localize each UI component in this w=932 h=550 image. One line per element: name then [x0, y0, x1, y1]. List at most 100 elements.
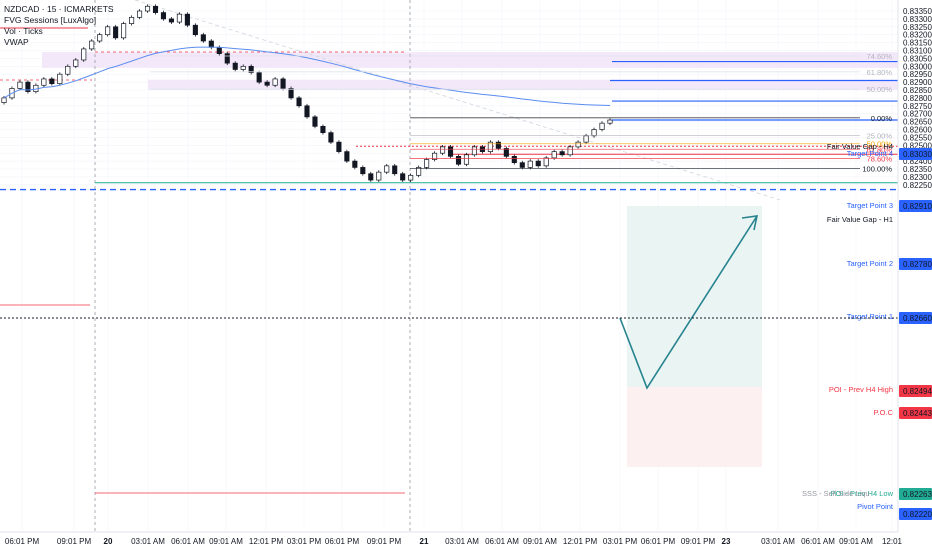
chart-annotation: Target Point 2 [847, 259, 893, 268]
y-tick-label: 0.82750 [903, 102, 932, 111]
ssl-annotation: SSS - Sell Side Liqu [802, 489, 870, 498]
candle-body [432, 152, 438, 160]
grid-lines [0, 0, 898, 532]
price-tag-label: 0.83030 [903, 150, 932, 159]
x-tick-label: 03:01 AM [131, 537, 165, 546]
candle-body [511, 156, 517, 164]
x-tick-label: 09:01 PM [57, 537, 92, 546]
projection-box [627, 206, 762, 467]
candle-body [272, 78, 278, 86]
candle-body [1, 97, 7, 103]
trend-line-dashed [134, 0, 781, 201]
candle-body [400, 173, 406, 181]
y-tick-label: 0.83150 [903, 39, 932, 48]
fib-label: 100.00% [862, 165, 892, 174]
fvg-zone-h1 [148, 79, 898, 90]
candle-body [176, 13, 182, 23]
x-tick-label: 21 [420, 537, 429, 546]
x-tick-label: 12:01 PM [249, 537, 284, 546]
chart-annotation: POI - Prev H4 High [829, 385, 893, 394]
price-tag-label: 0.82443 [903, 409, 932, 418]
chart-annotation: Fair Value Gap - H1 [827, 215, 893, 224]
candle-body [304, 105, 310, 118]
candle-body [424, 159, 430, 168]
candle-body [384, 165, 390, 173]
fvg-zone-h4 [42, 52, 898, 68]
price-tag-label: 0.82494 [903, 387, 932, 396]
price-tag [899, 312, 932, 324]
chart-annotation: P.O.C [874, 408, 894, 417]
price-tag-label: 0.82910 [903, 202, 932, 211]
y-tick-label: 0.82900 [903, 78, 932, 87]
candle-body [41, 78, 47, 86]
candle-body [599, 122, 605, 130]
x-tick-label: 03:01 PM [287, 537, 322, 546]
price-tag [899, 148, 932, 160]
price-tag [899, 407, 932, 419]
x-tick-label: 06:01 PM [641, 537, 676, 546]
y-tick-label: 0.82850 [903, 86, 932, 95]
legend-indicator-vol: Vol · Ticks [4, 26, 43, 36]
candle-body [248, 65, 254, 73]
chart-annotation: POI - Prev H4 Low [830, 489, 893, 498]
price-tag-label: 0.82220 [903, 510, 932, 519]
fib-label: 0.00% [871, 114, 893, 123]
x-tick-label: 06:01 PM [325, 537, 360, 546]
fib-label: 61.80% [867, 145, 893, 154]
y-tick-label: 0.82250 [903, 181, 932, 190]
price-tag [899, 200, 932, 212]
candle-body [543, 157, 549, 167]
y-tick-label: 0.83000 [903, 62, 932, 71]
y-tick-label: 0.82500 [903, 141, 932, 150]
y-tick-label: 0.82300 [903, 173, 932, 182]
chart-annotation: Target Point 3 [847, 201, 893, 210]
x-tick-label: 20 [104, 537, 113, 546]
y-tick-label: 0.83050 [903, 54, 932, 63]
time-axis[interactable]: 06:01 PM 09:01 PM 20 03:01 AM 06:01 AM 09:01 … [5, 537, 903, 546]
candle-body [567, 146, 573, 156]
candle-body [73, 59, 79, 67]
candle-body [575, 141, 581, 148]
candle-body [81, 48, 87, 61]
price-axis[interactable]: 0.833500.833000.832500.832000.831500.831… [903, 7, 932, 190]
candle-body [121, 23, 127, 39]
price-tag [899, 258, 932, 270]
candle-body [137, 10, 143, 18]
candle-body [160, 12, 167, 20]
chart-annotation: Pivot Point [857, 502, 894, 511]
projection-path [619, 215, 758, 390]
candle-body [328, 132, 334, 143]
chart-annotation: Fair Value Gap - H4 [827, 142, 893, 151]
candle-body [240, 65, 246, 70]
candle-body [376, 171, 382, 181]
candle-body [519, 162, 525, 168]
candle-body [49, 78, 55, 85]
price-tag-label: 0.82263 [903, 490, 932, 499]
candle-body [495, 141, 501, 149]
fib-label: 50.00% [867, 140, 893, 149]
y-tick-label: 0.83100 [903, 47, 932, 56]
price-tag-label: 0.82780 [903, 260, 932, 269]
candle-body [97, 34, 103, 42]
candle-body [447, 146, 454, 157]
session-dividers [94, 0, 411, 532]
candle-body [559, 151, 565, 156]
fib-label: 50.00% [867, 85, 893, 94]
candle-body [463, 154, 470, 165]
candle-body [200, 34, 206, 42]
candle-body [392, 165, 398, 175]
candle-body [224, 53, 230, 64]
candle-body [65, 65, 71, 75]
candle-body [320, 125, 326, 134]
candle-body [416, 167, 422, 176]
x-tick-label: 09:01 AM [209, 537, 243, 546]
legend-symbol: NZDCAD · 15 · ICMARKETS [4, 4, 114, 14]
candle-body [591, 129, 597, 137]
y-tick-label: 0.82400 [903, 157, 932, 166]
x-tick-label: 06:01 AM [485, 537, 519, 546]
candle-body [152, 5, 159, 13]
candle-body [296, 97, 302, 107]
profit-zone [627, 206, 762, 387]
